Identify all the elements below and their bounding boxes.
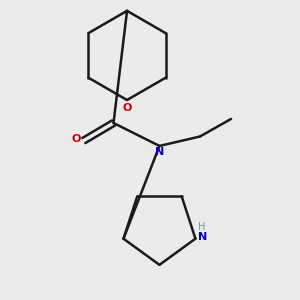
- Text: H: H: [198, 221, 206, 232]
- Text: N: N: [155, 147, 164, 157]
- Text: O: O: [72, 134, 81, 144]
- Text: O: O: [122, 103, 132, 113]
- Text: N: N: [198, 232, 207, 242]
